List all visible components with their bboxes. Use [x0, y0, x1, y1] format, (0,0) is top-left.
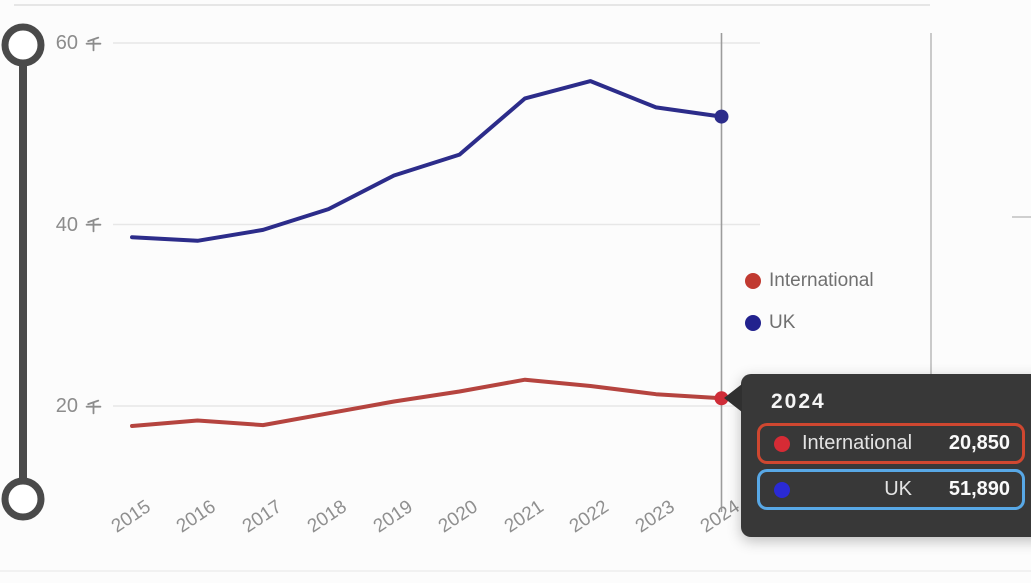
legend-swatch-uk — [745, 315, 761, 331]
legend-item-uk[interactable]: UK — [745, 311, 874, 335]
tooltip-value-international: 20,850 — [948, 432, 1010, 454]
legend-label-international: International — [769, 270, 874, 291]
tooltip-value-uk: 51,890 — [948, 478, 1010, 500]
series-dot-uk-icon — [774, 481, 790, 498]
tooltip: 2024 International 20,850 UK 51,890 — [724, 374, 1031, 537]
tooltip-arrow-icon — [724, 384, 742, 412]
range-slider[interactable] — [1, 23, 45, 521]
tooltip-label-international: International — [802, 432, 913, 454]
tooltip-title: 2024 — [771, 390, 826, 413]
series-line-uk[interactable] — [130, 79, 724, 243]
tooltip-row-international: International 20,850 — [757, 423, 1025, 464]
tooltip-row-uk: UK 51,890 — [757, 469, 1025, 510]
series-line-international[interactable] — [130, 377, 724, 428]
legend-item-international[interactable]: International — [745, 269, 874, 293]
legend-label-uk: UK — [769, 312, 796, 333]
slider-handle-top[interactable] — [1, 23, 45, 67]
slider-handle-bottom[interactable] — [1, 477, 45, 521]
series-endpoint-uk[interactable] — [714, 109, 729, 124]
legend-swatch-international — [745, 273, 761, 289]
series-dot-international-icon — [774, 435, 790, 452]
chart-legend: International UK — [745, 269, 874, 335]
tooltip-label-uk: UK — [884, 478, 912, 500]
